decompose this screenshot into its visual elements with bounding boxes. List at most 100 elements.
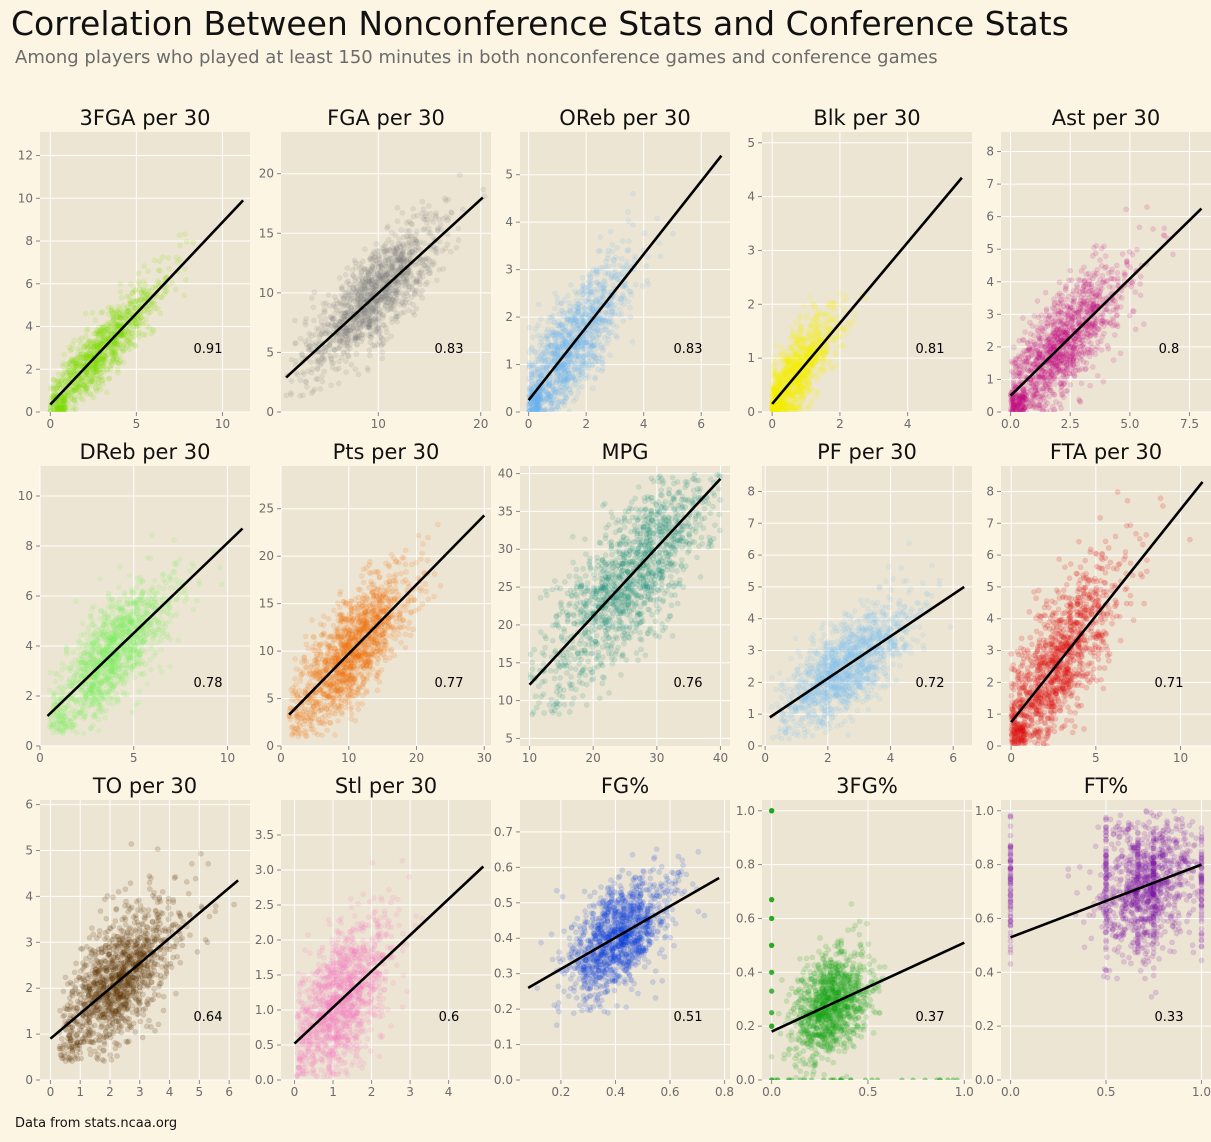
data-point	[811, 373, 818, 380]
data-point	[110, 356, 117, 362]
data-point	[111, 339, 118, 345]
data-point	[82, 352, 89, 359]
data-point	[52, 404, 58, 411]
data-point	[78, 395, 84, 402]
data-point	[54, 385, 61, 392]
data-point	[90, 373, 97, 380]
data-point	[124, 337, 130, 344]
data-point	[140, 278, 147, 285]
data-point	[119, 332, 125, 339]
data-point	[140, 287, 147, 294]
data-point	[133, 297, 140, 303]
data-point	[126, 346, 133, 353]
data-point	[96, 332, 102, 339]
data-point	[57, 406, 63, 412]
data-point	[82, 371, 89, 377]
data-point	[294, 371, 301, 378]
data-point	[100, 354, 107, 361]
data-point	[303, 315, 309, 322]
data-point	[106, 330, 113, 337]
data-point	[129, 329, 135, 336]
data-point	[93, 369, 100, 376]
data-point	[59, 397, 66, 404]
data-point	[154, 305, 161, 312]
data-point	[68, 386, 74, 393]
data-point	[453, 244, 460, 251]
data-point	[412, 288, 419, 294]
y-tick-label: 5	[266, 345, 274, 359]
data-point	[101, 358, 108, 364]
data-point	[84, 325, 91, 332]
data-point	[609, 248, 616, 255]
data-point	[58, 377, 65, 384]
data-point	[99, 355, 106, 362]
data-point	[101, 339, 108, 346]
data-point	[84, 344, 91, 351]
data-point	[78, 335, 85, 342]
data-point	[51, 389, 58, 396]
data-point	[126, 313, 132, 319]
data-point	[115, 314, 122, 320]
data-point	[351, 257, 358, 264]
data-point	[571, 311, 578, 318]
data-point	[77, 389, 83, 395]
data-point	[71, 387, 78, 394]
data-point	[842, 297, 848, 304]
data-point	[417, 268, 424, 275]
data-point	[61, 402, 68, 409]
data-point	[100, 337, 107, 344]
data-point	[93, 342, 99, 348]
data-point	[118, 332, 125, 339]
data-point	[108, 349, 115, 356]
data-point	[555, 331, 562, 338]
data-point	[76, 388, 83, 395]
data-point	[411, 311, 418, 318]
data-point	[639, 283, 646, 289]
data-point	[439, 247, 445, 254]
data-point	[77, 357, 84, 364]
data-point	[81, 343, 88, 350]
data-point	[544, 326, 551, 333]
data-point	[101, 363, 108, 370]
data-point	[95, 359, 101, 366]
data-point	[61, 392, 68, 399]
data-point	[98, 340, 105, 347]
data-point	[608, 308, 615, 315]
data-point	[63, 405, 70, 412]
data-point	[120, 309, 126, 316]
data-point	[83, 370, 90, 377]
data-point	[120, 341, 127, 348]
data-point	[306, 330, 313, 337]
data-point	[116, 322, 122, 329]
data-point	[352, 293, 359, 300]
data-point	[99, 308, 106, 315]
data-point	[73, 356, 80, 363]
data-point	[579, 383, 585, 390]
chart-subtitle: Among players who played at least 150 mi…	[15, 47, 938, 68]
data-point	[55, 407, 62, 412]
data-point	[540, 332, 546, 339]
data-point	[87, 338, 93, 345]
data-point	[630, 190, 636, 197]
data-point	[71, 384, 78, 391]
data-point	[116, 342, 123, 349]
data-point	[125, 308, 131, 315]
data-point	[81, 382, 88, 389]
data-point	[74, 364, 80, 371]
data-point	[575, 325, 582, 332]
data-point	[101, 328, 108, 335]
data-point	[604, 327, 611, 334]
data-point	[801, 397, 807, 404]
data-point	[537, 393, 544, 400]
data-point	[569, 317, 576, 324]
data-point	[132, 286, 139, 293]
data-point	[657, 253, 664, 260]
data-point	[53, 408, 59, 412]
data-point	[157, 294, 164, 301]
data-point	[58, 403, 65, 410]
data-point	[92, 363, 99, 370]
data-point	[58, 379, 65, 385]
data-point	[80, 354, 86, 361]
data-point	[96, 330, 102, 337]
data-point	[68, 367, 75, 374]
